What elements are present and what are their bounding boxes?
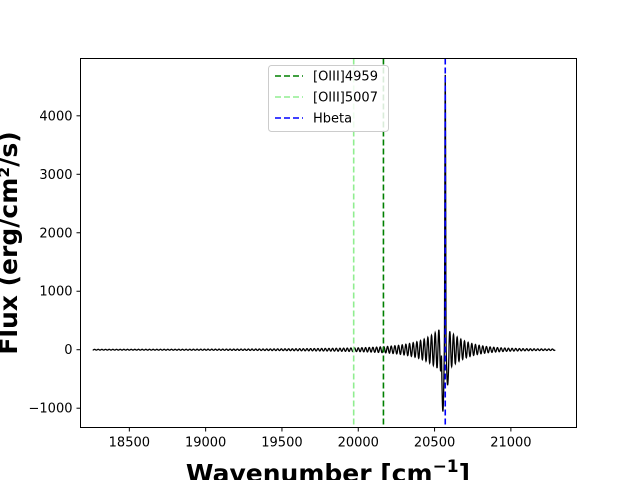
x-tick-label: 19500 xyxy=(261,436,302,451)
x-axis-title-close: ] xyxy=(459,459,470,480)
x-tick-label: 20000 xyxy=(338,436,379,451)
plot-frame xyxy=(80,58,577,428)
y-tick-label: 4000 xyxy=(39,109,72,124)
y-axis: −1000 0 1000 2000 3000 4000 xyxy=(29,109,81,417)
legend-box xyxy=(268,65,389,132)
legend-label-oiii-4959: [OIII]4959 xyxy=(313,70,378,85)
y-tick-label: −1000 xyxy=(29,402,73,417)
y-tick-label: 1000 xyxy=(39,285,72,300)
x-axis: 18500 19000 19500 20000 20500 21000 xyxy=(109,427,532,451)
x-tick-label: 19000 xyxy=(185,436,226,451)
x-tick-label: 18500 xyxy=(109,436,150,451)
x-tick-label: 20500 xyxy=(414,436,455,451)
x-axis-title-main: Wavenumber [cm xyxy=(186,459,433,480)
y-tick-label: 2000 xyxy=(39,226,72,241)
legend: [OIII]4959 [OIII]5007 Hbeta xyxy=(268,65,389,132)
y-tick-label: 0 xyxy=(64,343,72,358)
x-axis-title: Wavenumber [cm−1] xyxy=(186,457,470,480)
spectrum-line xyxy=(92,74,556,412)
y-tick-label: 3000 xyxy=(39,168,72,183)
x-axis-title-sup: −1 xyxy=(433,457,459,477)
y-axis-title: Flux (erg/cm²/s) xyxy=(0,131,23,354)
x-tick-label: 21000 xyxy=(490,436,531,451)
legend-label-oiii-5007: [OIII]5007 xyxy=(313,91,378,106)
plot-area xyxy=(92,58,556,428)
legend-label-hbeta: Hbeta xyxy=(313,112,352,127)
